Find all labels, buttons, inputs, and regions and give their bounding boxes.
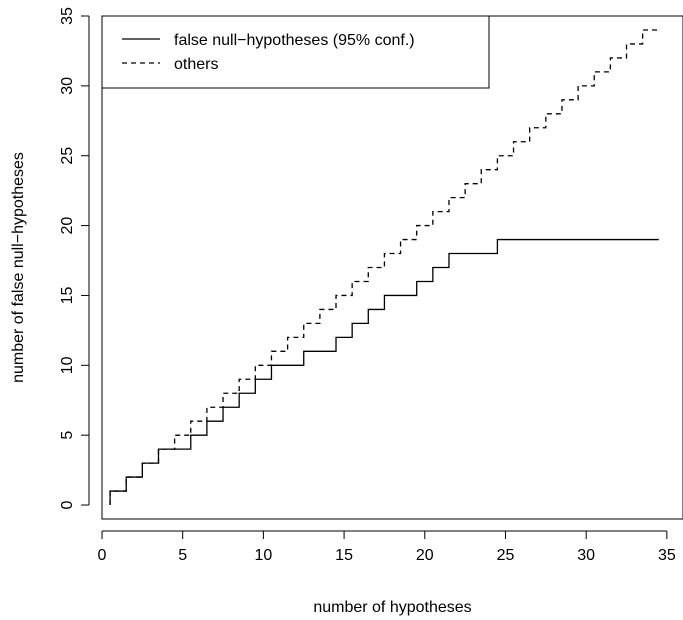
x-tick-label: 30	[577, 547, 595, 564]
y-tick-label: 5	[59, 431, 76, 440]
legend: false null−hypotheses (95% conf.) others	[101, 15, 490, 89]
x-axis: 0 5 10 15 20 25 30 35	[98, 530, 676, 564]
x-tick-label: 25	[497, 547, 515, 564]
y-axis: 0 5 10 15 20 25 30 35	[59, 7, 90, 509]
legend-box	[101, 15, 490, 89]
y-tick-label: 30	[59, 77, 76, 95]
series-line-1	[109, 238, 659, 506]
x-tick-label: 35	[658, 547, 676, 564]
y-tick-label: 15	[59, 286, 76, 304]
x-tick-label: 20	[416, 547, 434, 564]
y-axis-label: number of false null−hypotheses	[10, 152, 27, 383]
y-tick-label: 10	[59, 356, 76, 374]
x-tick-label: 5	[178, 547, 187, 564]
x-tick-label: 0	[98, 547, 107, 564]
y-tick-label: 0	[59, 500, 76, 509]
x-tick-label: 10	[254, 547, 272, 564]
y-tick-label: 25	[59, 147, 76, 165]
series-layer	[109, 29, 659, 506]
y-tick-label: 20	[59, 217, 76, 235]
legend-label: false null−hypotheses (95% conf.)	[174, 32, 415, 49]
legend-label: others	[174, 56, 218, 73]
x-axis-label: number of hypotheses	[313, 599, 471, 616]
y-tick-label: 35	[59, 7, 76, 25]
x-tick-label: 15	[335, 547, 353, 564]
